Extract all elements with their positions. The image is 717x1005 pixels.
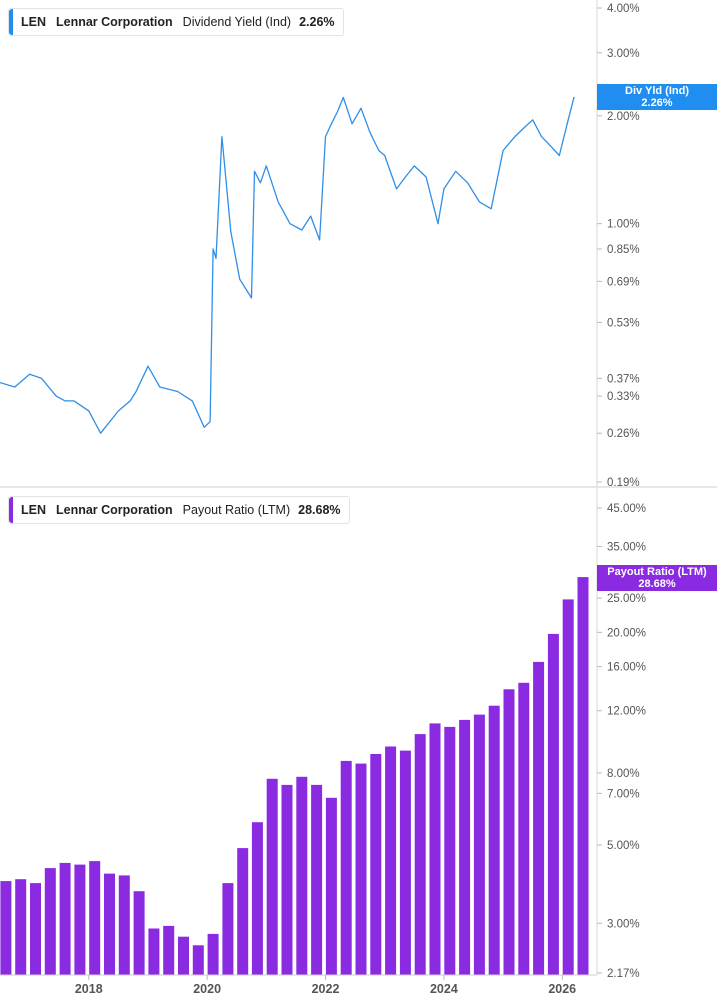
top-legend-swatch	[9, 9, 13, 35]
y-tick-label: 0.19%	[607, 477, 640, 489]
payout-ratio-bar	[444, 726, 456, 975]
top-legend-value: 2.26%	[299, 15, 335, 29]
top-legend: LEN Lennar Corporation Dividend Yield (I…	[8, 8, 344, 36]
payout-ratio-bar	[163, 925, 175, 975]
payout-ratio-bar	[207, 933, 219, 975]
payout-ratio-bar	[0, 881, 12, 975]
top-legend-ticker: LEN	[21, 15, 46, 29]
x-axis-ticks: 2018 2020 2022 2024 2026	[75, 975, 576, 996]
payout-ratio-bar	[133, 891, 145, 975]
payout-ratio-tag-label: Payout Ratio (LTM)	[607, 566, 707, 578]
y-tick-label: 2.17%	[607, 968, 640, 980]
y-tick-label: 20.00%	[607, 627, 646, 639]
y-tick-label: 16.00%	[607, 662, 646, 674]
y-tick-label: 45.00%	[607, 503, 646, 515]
y-tick-label: 0.85%	[607, 244, 640, 256]
payout-ratio-bar	[340, 760, 352, 975]
y-tick-label: 0.26%	[607, 428, 640, 440]
x-tick-label: 2018	[75, 982, 103, 996]
top-legend-company: Lennar Corporation	[56, 15, 173, 29]
y-tick-label: 0.33%	[607, 391, 640, 403]
dividend-yield-line	[0, 96, 575, 434]
payout-ratio-bar	[281, 784, 293, 975]
payout-ratio-price-tag: Payout Ratio (LTM) 28.68%	[597, 565, 717, 591]
x-tick-label: 2026	[548, 982, 576, 996]
y-tick-label: 35.00%	[607, 542, 646, 554]
payout-ratio-bar	[59, 862, 71, 975]
x-tick-label: 2022	[312, 982, 340, 996]
y-tick-label: 2.00%	[607, 111, 640, 123]
payout-ratio-bar	[355, 763, 367, 975]
payout-ratio-bar	[370, 754, 382, 975]
payout-ratio-bar	[577, 577, 589, 975]
payout-ratio-bar	[518, 682, 530, 975]
payout-ratio-bar	[118, 875, 130, 975]
y-tick-label: 7.00%	[607, 788, 640, 800]
payout-ratio-bar	[473, 714, 485, 975]
dividend-yield-tag-value: 2.26%	[641, 97, 673, 109]
bottom-legend: LEN Lennar Corporation Payout Ratio (LTM…	[8, 496, 350, 524]
y-tick-label: 1.00%	[607, 219, 640, 231]
payout-ratio-bar	[562, 599, 574, 975]
payout-ratio-bar	[251, 822, 263, 975]
y-tick-label: 3.00%	[607, 918, 640, 930]
payout-ratio-bar	[192, 945, 204, 975]
top-y-ticks: 4.00% 3.00% 2.00% 1.00% 0.85% 0.69% 0.53% 0.37%…	[597, 3, 640, 489]
payout-ratio-bar	[266, 778, 278, 975]
x-tick-label: 2020	[193, 982, 221, 996]
bottom-panel: 45.00% 35.00% 25.00% 20.00% 16.00% 12.00% 8.00…	[0, 488, 646, 996]
payout-ratio-bar	[15, 879, 27, 975]
payout-ratio-bar	[237, 848, 249, 975]
payout-ratio-bar	[89, 861, 101, 975]
y-tick-label: 12.00%	[607, 706, 646, 718]
top-legend-metric: Dividend Yield (Ind)	[182, 15, 292, 29]
bottom-y-ticks: 45.00% 35.00% 25.00% 20.00% 16.00% 12.00% 8.00…	[597, 503, 646, 980]
payout-ratio-bar	[178, 936, 189, 975]
y-tick-label: 4.00%	[607, 3, 640, 15]
payout-ratio-bar	[44, 868, 56, 975]
dividend-yield-tag-label: Div Yld (Ind)	[625, 85, 689, 97]
bottom-legend-value: 28.68%	[298, 503, 341, 517]
dividend-yield-price-tag: Div Yld (Ind) 2.26%	[597, 84, 717, 110]
bottom-legend-ticker: LEN	[21, 503, 46, 517]
payout-ratio-bar	[385, 746, 397, 975]
top-panel: 4.00% 3.00% 2.00% 1.00% 0.85% 0.69% 0.53% 0.37%…	[0, 0, 640, 489]
bottom-legend-swatch	[9, 497, 13, 523]
y-tick-label: 8.00%	[607, 768, 640, 780]
bottom-legend-metric: Payout Ratio (LTM)	[182, 503, 291, 517]
y-tick-label: 5.00%	[607, 840, 640, 852]
payout-ratio-bar	[296, 776, 308, 975]
payout-ratio-bar	[414, 734, 426, 975]
bottom-legend-company: Lennar Corporation	[56, 503, 173, 517]
payout-ratio-bar	[503, 689, 515, 975]
payout-ratio-bar	[488, 705, 500, 975]
payout-ratio-bar	[104, 873, 115, 975]
y-tick-label: 3.00%	[607, 48, 640, 60]
payout-ratio-bar	[459, 719, 471, 975]
payout-ratio-bar	[429, 723, 441, 975]
payout-ratio-bar	[311, 784, 323, 975]
y-tick-label: 25.00%	[607, 593, 646, 605]
x-tick-label: 2024	[430, 982, 458, 996]
payout-ratio-tag-value: 28.68%	[638, 578, 676, 590]
y-tick-label: 0.69%	[607, 276, 640, 288]
payout-ratio-bar	[30, 883, 41, 975]
y-tick-label: 0.37%	[607, 373, 640, 385]
payout-ratio-bar	[399, 750, 411, 975]
payout-ratio-bar	[325, 797, 337, 975]
y-tick-label: 0.53%	[607, 317, 640, 329]
payout-ratio-bar	[148, 928, 160, 975]
payout-ratio-bar	[222, 883, 234, 975]
payout-ratio-bars	[0, 577, 589, 975]
payout-ratio-bar	[74, 864, 86, 975]
payout-ratio-bar	[533, 661, 545, 975]
payout-ratio-bar	[547, 633, 559, 975]
